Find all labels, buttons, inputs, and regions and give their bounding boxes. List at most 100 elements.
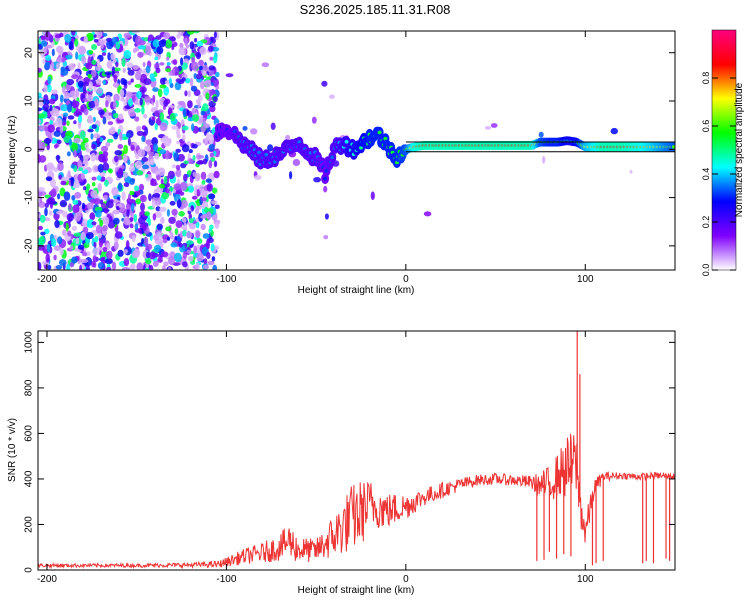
spectrogram-noise-cell: [138, 216, 146, 225]
spectrogram-noise-cell: [151, 137, 159, 146]
spectrogram-noise-cell: [177, 121, 181, 130]
spectrogram-noise-cell: [81, 252, 88, 257]
spectrogram-noise-cell: [149, 251, 156, 260]
spectrogram-noise-cell: [213, 79, 219, 87]
spectrogram-noise-cell: [159, 122, 168, 132]
spectrogram-noise-cell: [98, 153, 106, 163]
spectrogram-noise-cell: [209, 152, 215, 158]
spectrogram-noise-cell: [84, 142, 89, 150]
spectrogram-noise-cell: [74, 38, 79, 47]
snr-y-tick-label: 400: [24, 470, 35, 487]
spectrogram-noise-cell: [161, 191, 170, 200]
spectrogram-noise-cell: [270, 122, 276, 130]
spectrogram-noise-cell: [48, 210, 53, 216]
spectrogram-noise-cell: [155, 67, 161, 74]
spectrogram-noise-cell: [129, 190, 135, 196]
spectrogram-noise-cell: [205, 240, 210, 249]
spectrogram-noise-cell: [242, 125, 248, 131]
spectrogram-noise-cell: [96, 88, 103, 94]
colorbar-gradient: [711, 29, 737, 271]
spectrogram-y-tick-label: 10: [24, 95, 35, 107]
spectrogram-noise-cell: [86, 218, 94, 229]
spectrogram-noise-cell: [196, 40, 204, 47]
spectrogram-noise-cell: [38, 67, 42, 73]
spectrogram-noise-cell: [87, 73, 92, 79]
spectrogram-noise-cell: [196, 73, 203, 80]
spectrogram-noise-cell: [68, 139, 73, 146]
spectrogram-noise-cell: [108, 169, 113, 174]
spectrogram-noise-cell: [154, 110, 160, 117]
spectrogram-noise-cell: [214, 221, 220, 229]
spectrogram-noise-cell: [62, 121, 67, 126]
spectrogram-noise-cell: [156, 46, 164, 55]
spectrogram-noise-cell: [138, 40, 146, 46]
spectrogram-noise-cell: [57, 193, 61, 200]
spectrogram-noise-cell: [201, 180, 206, 185]
spectrogram-noise-cell: [141, 88, 145, 98]
spectrogram-noise-cell: [51, 89, 58, 95]
spectrogram-noise-cell: [168, 216, 176, 224]
spectrogram-noise-cell: [163, 99, 169, 107]
spectrogram-noise-cell: [53, 254, 57, 261]
spectrogram-noise-cell: [102, 162, 110, 171]
spectrogram-noise-cell: [159, 62, 165, 66]
spectrogram-noise-cell: [163, 32, 171, 40]
spectrogram-y-tick-label: -20: [24, 238, 35, 253]
spectrogram-noise-cell: [629, 170, 633, 174]
spectrogram-noise-cell: [71, 225, 77, 231]
spectrogram-noise-cell: [97, 232, 102, 239]
spectrogram-ridge-core: [232, 129, 237, 133]
spectrogram-noise-cell: [132, 47, 137, 54]
snr-y-axis-label: SNR (10 * v/v): [7, 418, 18, 482]
spectrogram-noise-cell: [125, 240, 130, 250]
spectrogram-noise-cell: [39, 197, 43, 204]
spectrogram-noise-cell: [80, 173, 85, 180]
spectrogram-noise-cell: [134, 160, 143, 169]
spectrogram-noise-cell: [196, 155, 205, 159]
spectrogram-noise-cell: [200, 125, 206, 133]
spectrogram-x-tick-label: 100: [577, 274, 594, 285]
spectrogram-noise-cell: [311, 116, 317, 124]
spectrogram-noise-cell: [54, 144, 58, 149]
spectrogram-noise-cell: [184, 90, 188, 97]
spectrogram-noise-cell: [47, 111, 51, 118]
spectrogram-noise-cell: [127, 159, 131, 165]
spectrogram-noise-cell: [38, 155, 47, 163]
spectrogram-noise-cell: [212, 264, 218, 270]
spectrogram-noise-cell: [118, 155, 122, 161]
spectrogram-noise-cell: [78, 45, 86, 55]
spectrogram-noise-cell: [206, 211, 212, 220]
spectrogram-noise-cell: [141, 238, 144, 245]
spectrogram-noise-cell: [142, 224, 147, 231]
spectrogram-x-tick-label: -200: [37, 274, 57, 285]
spectrogram-noise-cell: [111, 261, 117, 270]
spectrogram-noise-cell: [108, 112, 113, 116]
spectrogram-noise-cell: [92, 247, 100, 256]
spectrogram-noise-cell: [98, 109, 105, 116]
spectrogram-noise-cell: [176, 133, 181, 139]
spectrogram-noise-cell: [204, 79, 212, 88]
spectrogram-noise-cell: [95, 31, 103, 39]
spectrogram-noise-cell: [203, 264, 209, 270]
spectrogram-noise-cell: [169, 231, 174, 240]
spectrogram-noise-cell: [98, 240, 103, 248]
spectrogram-noise-cell: [95, 224, 103, 234]
spectrogram-noise-cell: [159, 112, 165, 122]
spectrogram-noise-cell: [183, 108, 187, 118]
spectrogram-noise-cell: [128, 165, 135, 172]
spectrogram-ridge-core: [264, 152, 269, 157]
spectrogram-noise-cell: [179, 181, 188, 191]
spectrogram-noise-cell: [173, 152, 179, 162]
spectrogram-noise-cell: [155, 99, 159, 109]
spectrogram-noise-cell: [206, 183, 213, 192]
spectrogram-noise-cell: [168, 256, 175, 265]
spectrogram-noise-cell: [114, 150, 123, 156]
spectrogram-noise-cell: [134, 84, 142, 88]
spectrogram-noise-cell: [80, 130, 86, 140]
spectrogram-noise-cell: [171, 164, 177, 169]
spectrogram-noise-cell: [72, 199, 79, 205]
snr-plot-area: [38, 331, 675, 570]
spectrogram-noise-cell: [59, 187, 66, 197]
spectrogram-noise-cell: [39, 235, 45, 245]
